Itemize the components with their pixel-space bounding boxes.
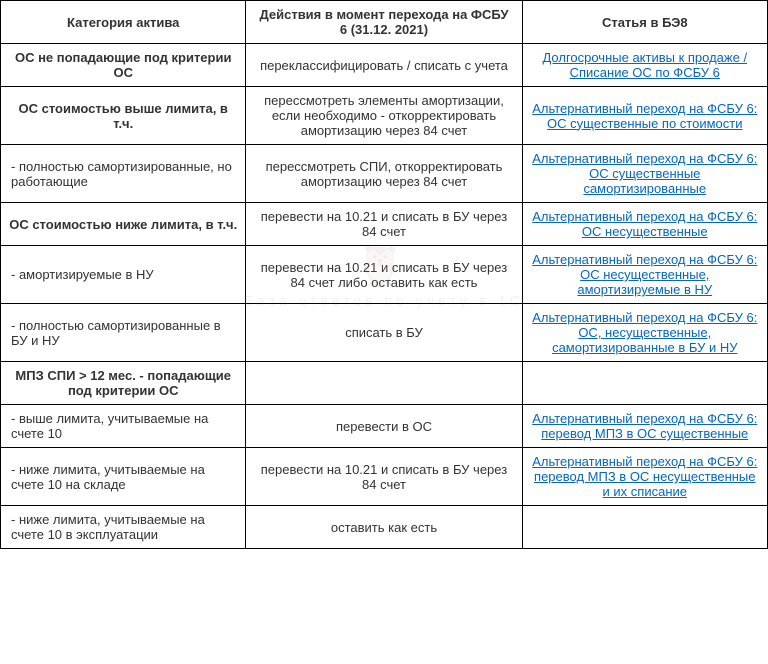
- table-row: - полностью самортизированные, но работа…: [1, 145, 768, 203]
- table-row: ОС не попадающие под критерии ОСпереклас…: [1, 44, 768, 87]
- cell-category: - ниже лимита, учитываемые на счете 10 в…: [1, 506, 246, 549]
- cell-action: перессмотреть СПИ, откорректировать амор…: [246, 145, 522, 203]
- cell-category: - ниже лимита, учитываемые на счете 10 н…: [1, 448, 246, 506]
- article-link[interactable]: Альтернативный переход на ФСБУ 6: ОС сущ…: [532, 101, 757, 131]
- cell-article: Альтернативный переход на ФСБУ 6: ОС нес…: [522, 203, 767, 246]
- cell-article: Альтернативный переход на ФСБУ 6: ОС нес…: [522, 246, 767, 304]
- th-category: Категория актива: [1, 1, 246, 44]
- cell-action: [246, 362, 522, 405]
- cell-action: перессмотреть элементы амортизации, если…: [246, 87, 522, 145]
- cell-action: перевести на 10.21 и списать в БУ через …: [246, 246, 522, 304]
- article-link[interactable]: Альтернативный переход на ФСБУ 6: ОС, не…: [532, 310, 757, 355]
- table-row: МПЗ СПИ > 12 мес. - попадающие под крите…: [1, 362, 768, 405]
- table-row: ОС стоимостью выше лимита, в т.ч.перессм…: [1, 87, 768, 145]
- cell-action: списать в БУ: [246, 304, 522, 362]
- article-link[interactable]: Альтернативный переход на ФСБУ 6: ОС нес…: [532, 252, 757, 297]
- cell-category: ОС стоимостью ниже лимита, в т.ч.: [1, 203, 246, 246]
- cell-action: переклассифицировать / списать с учета: [246, 44, 522, 87]
- cell-category: - полностью самортизированные, но работа…: [1, 145, 246, 203]
- article-link[interactable]: Альтернативный переход на ФСБУ 6: ОС нес…: [532, 209, 757, 239]
- cell-category: - выше лимита, учитываемые на счете 10: [1, 405, 246, 448]
- cell-category: ОС стоимостью выше лимита, в т.ч.: [1, 87, 246, 145]
- cell-article: Альтернативный переход на ФСБУ 6: ОС, не…: [522, 304, 767, 362]
- table-row: - амортизируемые в НУперевести на 10.21 …: [1, 246, 768, 304]
- asset-table: Категория актива Действия в момент перех…: [0, 0, 768, 549]
- cell-article: Альтернативный переход на ФСБУ 6: ОС сущ…: [522, 87, 767, 145]
- cell-article: [522, 362, 767, 405]
- cell-article: Альтернативный переход на ФСБУ 6: ОС сущ…: [522, 145, 767, 203]
- cell-action: оставить как есть: [246, 506, 522, 549]
- table-row: - полностью самортизированные в БУ и НУс…: [1, 304, 768, 362]
- article-link[interactable]: Альтернативный переход на ФСБУ 6: перево…: [532, 454, 757, 499]
- cell-action: перевести в ОС: [246, 405, 522, 448]
- cell-article: Долгосрочные активы к продаже / Списание…: [522, 44, 767, 87]
- table-row: - ниже лимита, учитываемые на счете 10 н…: [1, 448, 768, 506]
- table-row: - выше лимита, учитываемые на счете 10пе…: [1, 405, 768, 448]
- cell-category: - полностью самортизированные в БУ и НУ: [1, 304, 246, 362]
- cell-article: [522, 506, 767, 549]
- article-link[interactable]: Альтернативный переход на ФСБУ 6: перево…: [532, 411, 757, 441]
- cell-category: - амортизируемые в НУ: [1, 246, 246, 304]
- cell-category: МПЗ СПИ > 12 мес. - попадающие под крите…: [1, 362, 246, 405]
- table-header-row: Категория актива Действия в момент перех…: [1, 1, 768, 44]
- article-link[interactable]: Долгосрочные активы к продаже / Списание…: [542, 50, 747, 80]
- cell-action: перевести на 10.21 и списать в БУ через …: [246, 448, 522, 506]
- cell-article: Альтернативный переход на ФСБУ 6: перево…: [522, 405, 767, 448]
- article-link[interactable]: Альтернативный переход на ФСБУ 6: ОС сущ…: [532, 151, 757, 196]
- cell-action: перевести на 10.21 и списать в БУ через …: [246, 203, 522, 246]
- th-action: Действия в момент перехода на ФСБУ 6 (31…: [246, 1, 522, 44]
- cell-category: ОС не попадающие под критерии ОС: [1, 44, 246, 87]
- th-article: Статья в БЭ8: [522, 1, 767, 44]
- table-row: ОС стоимостью ниже лимита, в т.ч.перевес…: [1, 203, 768, 246]
- cell-article: Альтернативный переход на ФСБУ 6: перево…: [522, 448, 767, 506]
- table-row: - ниже лимита, учитываемые на счете 10 в…: [1, 506, 768, 549]
